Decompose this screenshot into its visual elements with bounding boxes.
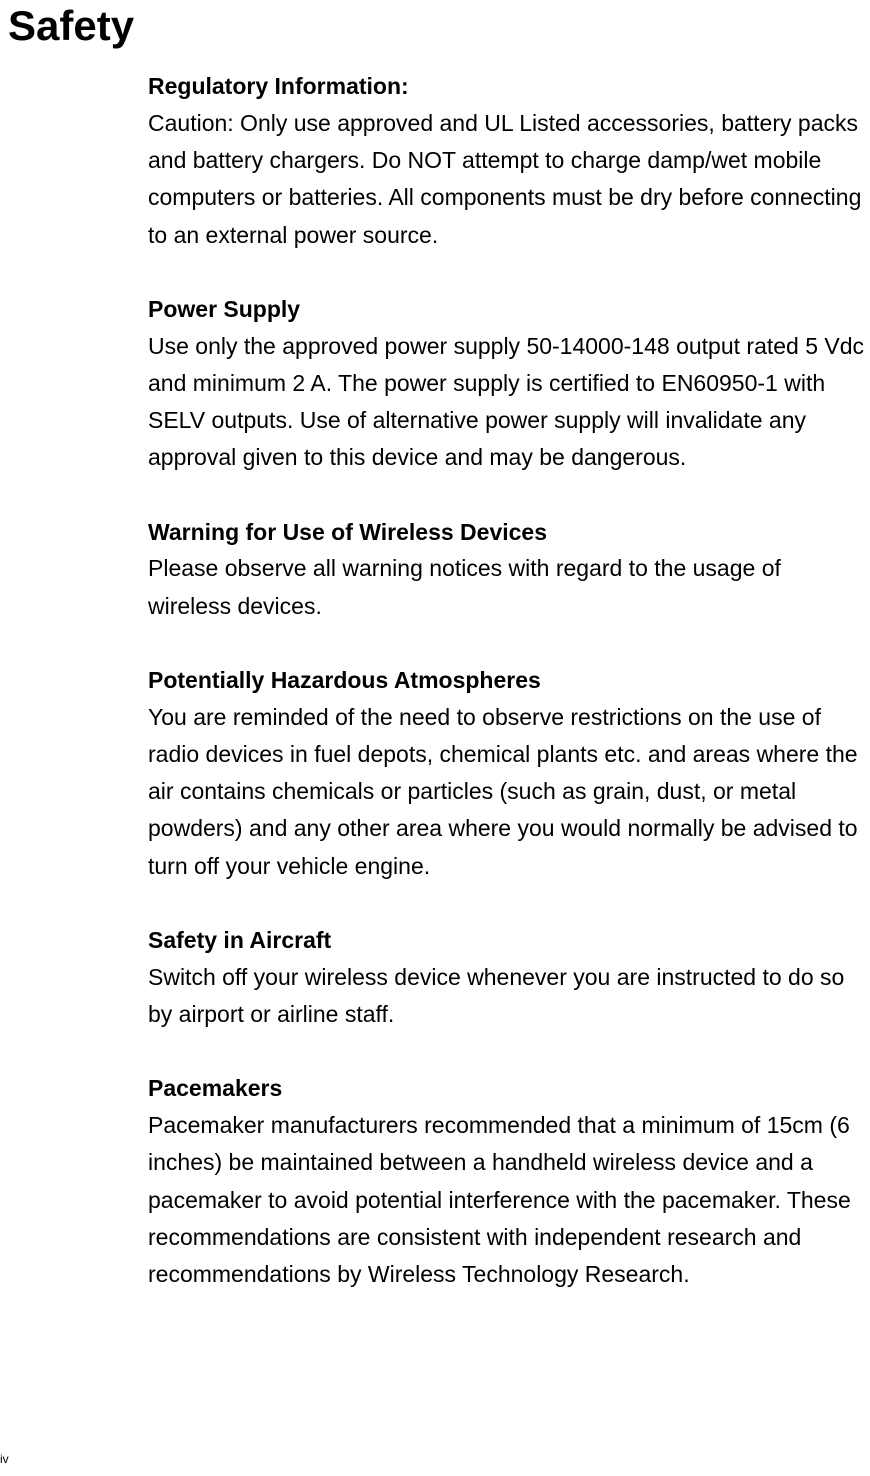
content-area: Regulatory Information: Caution: Only us…	[0, 68, 870, 1293]
section-heading: Pacemakers	[148, 1070, 866, 1107]
section-hazardous-atmospheres: Potentially Hazardous Atmospheres You ar…	[148, 662, 866, 885]
section-body: You are reminded of the need to observe …	[148, 699, 866, 885]
section-heading: Power Supply	[148, 291, 866, 328]
section-aircraft: Safety in Aircraft Switch off your wirel…	[148, 922, 866, 1033]
section-body: Use only the approved power supply 50-14…	[148, 328, 866, 477]
section-body: Please observe all warning notices with …	[148, 550, 866, 625]
section-body: Switch off your wireless device whenever…	[148, 959, 866, 1034]
page-title: Safety	[0, 0, 870, 50]
section-wireless-warning: Warning for Use of Wireless Devices Plea…	[148, 514, 866, 625]
section-regulatory: Regulatory Information: Caution: Only us…	[148, 68, 866, 254]
section-heading: Safety in Aircraft	[148, 922, 866, 959]
section-body: Pacemaker manufacturers recommended that…	[148, 1107, 866, 1293]
section-pacemakers: Pacemakers Pacemaker manufacturers recom…	[148, 1070, 866, 1293]
section-body: Caution: Only use approved and UL Listed…	[148, 105, 866, 254]
section-power-supply: Power Supply Use only the approved power…	[148, 291, 866, 477]
section-heading: Warning for Use of Wireless Devices	[148, 514, 866, 551]
page-number: iv	[0, 1452, 9, 1466]
section-heading: Regulatory Information:	[148, 68, 866, 105]
section-heading: Potentially Hazardous Atmospheres	[148, 662, 866, 699]
